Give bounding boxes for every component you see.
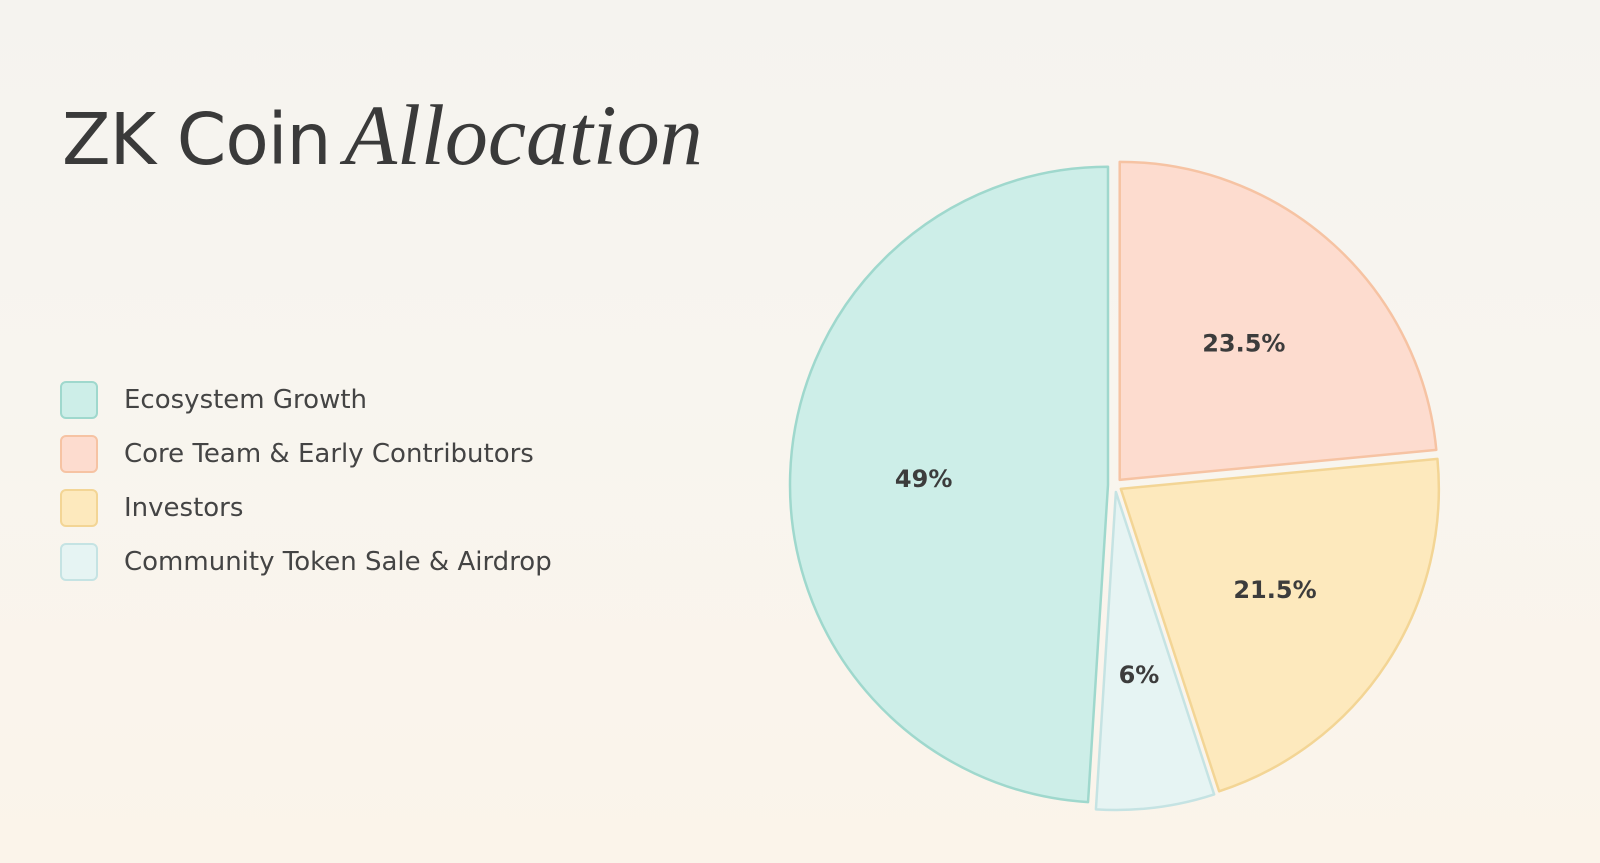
legend-swatch (60, 543, 98, 581)
legend-item-community-sale: Community Token Sale & Airdrop (60, 541, 552, 583)
pie-chart: 23.5% 21.5% 6% 49% (788, 160, 1441, 812)
legend-item-investors: Investors (60, 487, 552, 529)
pie-slice-investors (1119, 457, 1441, 793)
legend-label: Community Token Sale & Airdrop (124, 547, 552, 577)
pie-slice-core-team (1118, 160, 1438, 482)
legend-swatch (60, 489, 98, 527)
legend-item-ecosystem-growth: Ecosystem Growth (60, 379, 552, 421)
title-accent: Allocation (344, 87, 703, 183)
legend-item-core-team: Core Team & Early Contributors (60, 433, 552, 475)
legend-swatch (60, 381, 98, 419)
slice-label-community-sale: 6% (1119, 661, 1160, 689)
legend-label: Ecosystem Growth (124, 385, 368, 415)
slice-label-core-team: 23.5% (1202, 329, 1285, 357)
legend-label: Investors (124, 493, 244, 523)
legend-swatch (60, 435, 98, 473)
title-main: ZK Coin (62, 98, 332, 181)
pie-slice-ecosystem-growth (788, 165, 1110, 804)
legend: Ecosystem Growth Core Team & Early Contr… (60, 379, 552, 595)
slice-label-ecosystem-growth: 49% (895, 465, 952, 493)
chart-title: ZK Coin Allocation (62, 92, 703, 178)
slice-label-investors: 21.5% (1233, 576, 1316, 604)
pie-slice-community-sale (1094, 490, 1216, 812)
legend-label: Core Team & Early Contributors (124, 439, 534, 469)
